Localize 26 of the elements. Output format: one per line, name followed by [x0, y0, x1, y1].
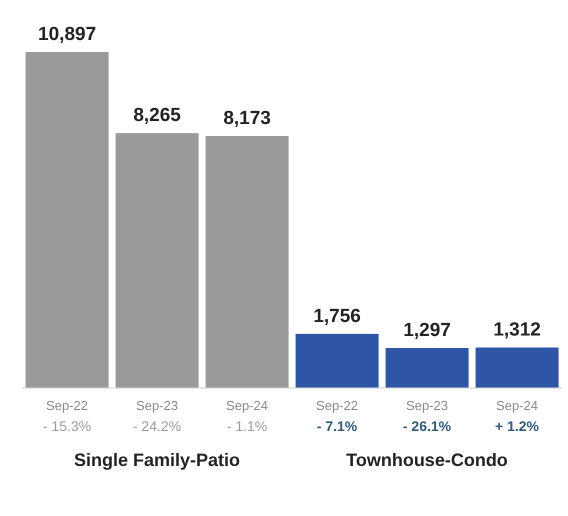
x-tick-label: Sep-24 [496, 398, 538, 413]
data-label: 1,312 [493, 320, 541, 341]
text: - 26.1% [402, 418, 452, 434]
text: - 15.3% [42, 418, 92, 434]
text: Single Family-Patio [72, 450, 242, 471]
text: Townhouse-Condo [345, 450, 509, 471]
data-label: 10,897 [38, 24, 96, 45]
bar [296, 334, 379, 388]
bar [116, 133, 199, 388]
data-label: 1,297 [403, 320, 451, 342]
text: - 1.1% [226, 418, 268, 434]
data-label: 8,265 [133, 105, 182, 126]
text: + 1.2% [495, 418, 540, 434]
bar [26, 52, 109, 388]
bar [476, 348, 559, 388]
x-tick-label: Sep-24 [226, 398, 268, 413]
x-tick-label: Sep-23 [136, 398, 178, 413]
text: - 7.1% [316, 418, 358, 434]
bar [386, 348, 469, 388]
x-tick-label: Sep-22 [46, 398, 88, 413]
x-tick-label: Sep-22 [316, 398, 358, 413]
data-label: 8,173 [223, 108, 271, 129]
x-tick-label: Sep-23 [406, 398, 448, 413]
bar [206, 136, 289, 388]
text: - 24.2% [132, 418, 182, 434]
data-label: 1,756 [313, 306, 361, 327]
